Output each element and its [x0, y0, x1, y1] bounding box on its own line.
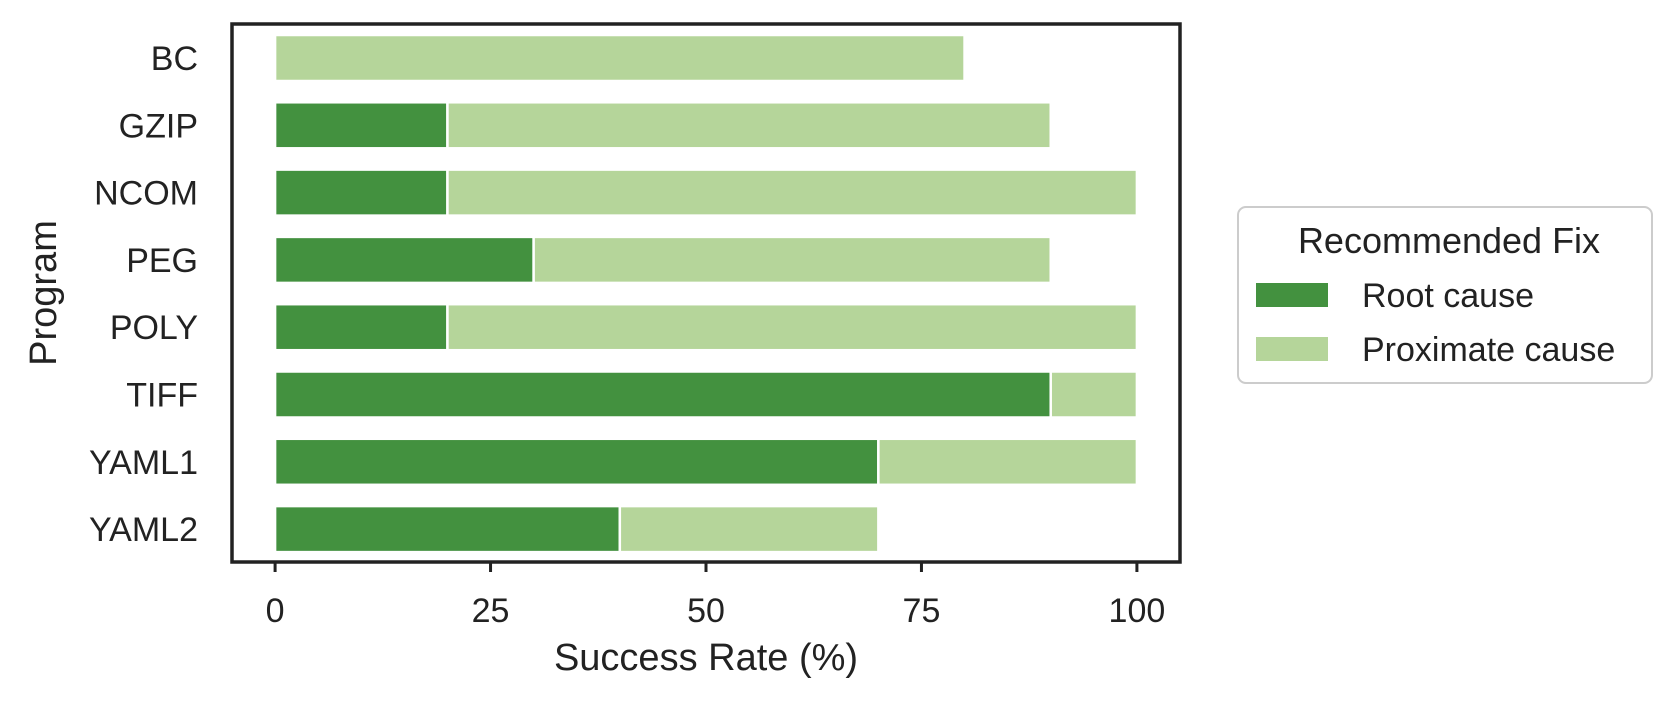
y-tick-label: GZIP	[119, 107, 198, 145]
bar-gzip-root-cause	[273, 101, 449, 150]
bar-poly-proximate-cause	[446, 302, 1139, 352]
bars-group	[273, 33, 1139, 554]
bar-ncom-root-cause	[273, 168, 449, 217]
y-tick-label: TIFF	[126, 377, 198, 415]
legend-title: Recommended Fix	[1298, 220, 1600, 261]
bar-peg-proximate-cause	[532, 235, 1052, 285]
x-tick-label: 25	[472, 592, 510, 630]
plot-frame	[230, 22, 1182, 564]
bar-gzip-proximate-cause	[446, 101, 1052, 150]
legend-swatch-root-cause	[1256, 283, 1328, 307]
x-axis-title: Success Rate (%)	[554, 637, 858, 679]
x-tick-label: 0	[266, 592, 285, 630]
y-axis-title: Program	[23, 220, 65, 366]
x-tick-label: 100	[1109, 592, 1166, 630]
y-tick-label: YAML2	[89, 511, 198, 549]
bar-yaml1-proximate-cause	[877, 437, 1139, 487]
bar-ncom-proximate-cause	[446, 168, 1139, 217]
legend-label: Root cause	[1362, 277, 1534, 315]
x-tick-label: 75	[903, 592, 941, 630]
legend-items: Root cause Proximate cause	[1256, 277, 1615, 369]
x-tick-label: 50	[687, 592, 725, 630]
bar-yaml1-root-cause	[273, 437, 880, 487]
legend-box	[1237, 206, 1653, 384]
bar-bc-proximate-cause	[273, 33, 966, 83]
y-tick-label: POLY	[110, 309, 198, 347]
x-ticks: 0 25 50 75 100	[266, 562, 1166, 630]
legend-label: Proximate cause	[1362, 331, 1615, 369]
legend-swatch-proximate-cause	[1256, 337, 1328, 361]
y-tick-label: YAML1	[89, 444, 198, 482]
bar-peg-root-cause	[273, 235, 535, 285]
bar-poly-root-cause	[273, 302, 449, 352]
bar-yaml2-proximate-cause	[618, 504, 880, 554]
y-tick-labels: BC GZIP NCOM PEG POLY TIFF YAML1 YAML2	[89, 40, 198, 549]
legend: Recommended Fix Root cause Proximate caus…	[1237, 206, 1653, 384]
bar-tiff-proximate-cause	[1049, 370, 1139, 419]
y-tick-label: BC	[151, 40, 198, 78]
bar-tiff-root-cause	[273, 370, 1052, 419]
bar-yaml2-root-cause	[273, 504, 622, 554]
y-tick-label: NCOM	[94, 175, 198, 213]
y-tick-label: PEG	[126, 242, 198, 280]
